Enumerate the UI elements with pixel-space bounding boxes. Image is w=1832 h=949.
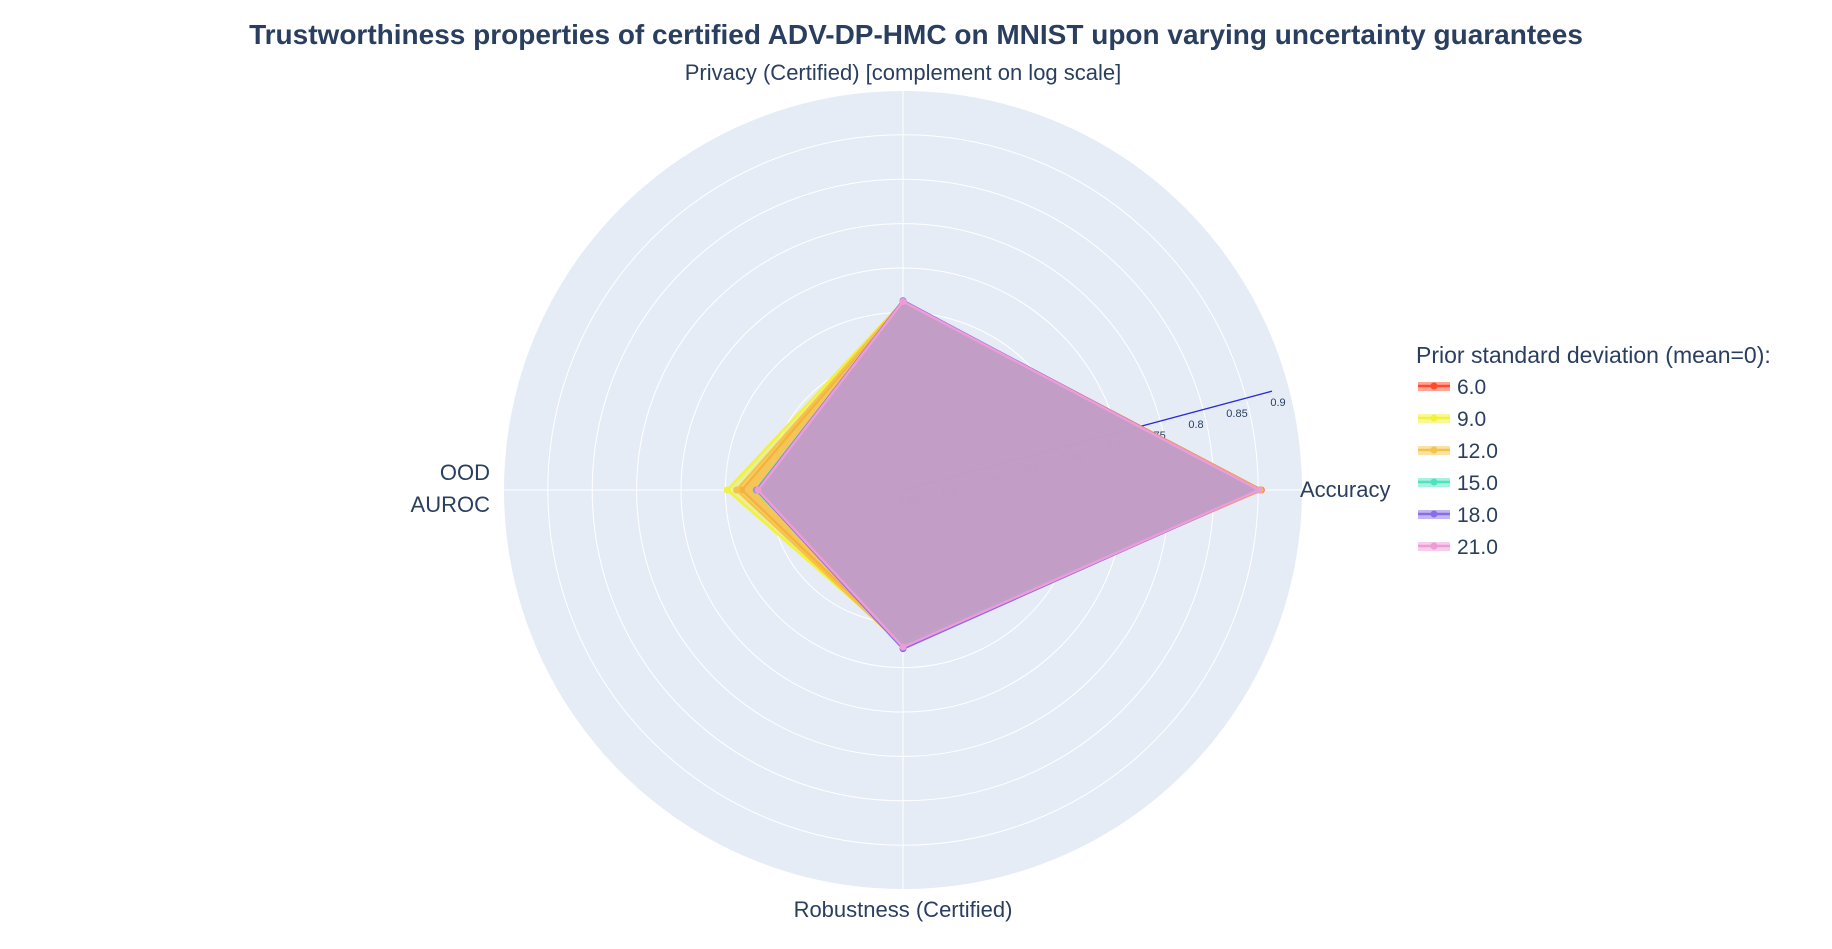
legend-item: 12.0	[1418, 440, 1498, 463]
legend-item: 6.0	[1418, 376, 1486, 399]
legend-marker	[1430, 414, 1438, 422]
legend-label: 15.0	[1457, 472, 1498, 495]
series-point	[754, 486, 762, 494]
polar-plot-area: 0.450.50.550.60.650.70.750.80.850.9 Accu…	[411, 60, 1391, 922]
legend-item: 18.0	[1418, 504, 1498, 527]
angular-axis-label-line: Robustness (Certified)	[794, 897, 1013, 922]
legend-item: 21.0	[1418, 536, 1498, 559]
angular-axis-label-line: Accuracy	[1300, 477, 1390, 502]
legend-marker	[1430, 382, 1438, 390]
legend-title: Prior standard deviation (mean=0):	[1416, 342, 1771, 368]
angular-axis-label: Privacy (Certified) [complement on log s…	[685, 60, 1122, 85]
radial-tick-label: 0.85	[1226, 408, 1247, 420]
legend-marker	[1430, 446, 1438, 454]
angular-axis-label-line: Privacy (Certified) [complement on log s…	[685, 60, 1122, 85]
series-point	[899, 643, 907, 651]
series-layer	[723, 297, 1265, 653]
angular-axis-label-line: OOD	[440, 460, 490, 485]
legend-label: 18.0	[1457, 504, 1498, 527]
radial-tick-label: 0.8	[1188, 419, 1203, 431]
angular-axis-label-line: AUROC	[411, 492, 491, 517]
series-point	[723, 486, 731, 494]
legend: Prior standard deviation (mean=0): 6.0 9.…	[1416, 342, 1771, 559]
series-point	[1255, 486, 1263, 494]
legend-item: 9.0	[1418, 408, 1486, 431]
legend-item: 15.0	[1418, 472, 1498, 495]
angular-axis-label: OOD AUROC	[411, 460, 491, 517]
legend-items: 6.0 9.0 12.0 15.0 18.0 21.0	[1418, 376, 1498, 559]
legend-marker	[1430, 542, 1438, 550]
legend-label: 12.0	[1457, 440, 1498, 463]
series-point	[899, 298, 907, 305]
legend-label: 6.0	[1457, 376, 1486, 399]
legend-label: 21.0	[1457, 536, 1498, 559]
series-point	[733, 486, 741, 494]
legend-marker	[1430, 510, 1438, 518]
angular-axis-labels: Accuracy Privacy (Certified) [complement …	[411, 60, 1391, 922]
radial-tick-label: 0.9	[1270, 397, 1285, 409]
angular-axis-label: Robustness (Certified)	[794, 897, 1013, 922]
legend-label: 9.0	[1457, 408, 1486, 431]
legend-marker	[1430, 478, 1438, 486]
angular-axis-label: Accuracy	[1300, 477, 1390, 502]
chart-title: Trustworthiness properties of certified …	[249, 19, 1583, 50]
